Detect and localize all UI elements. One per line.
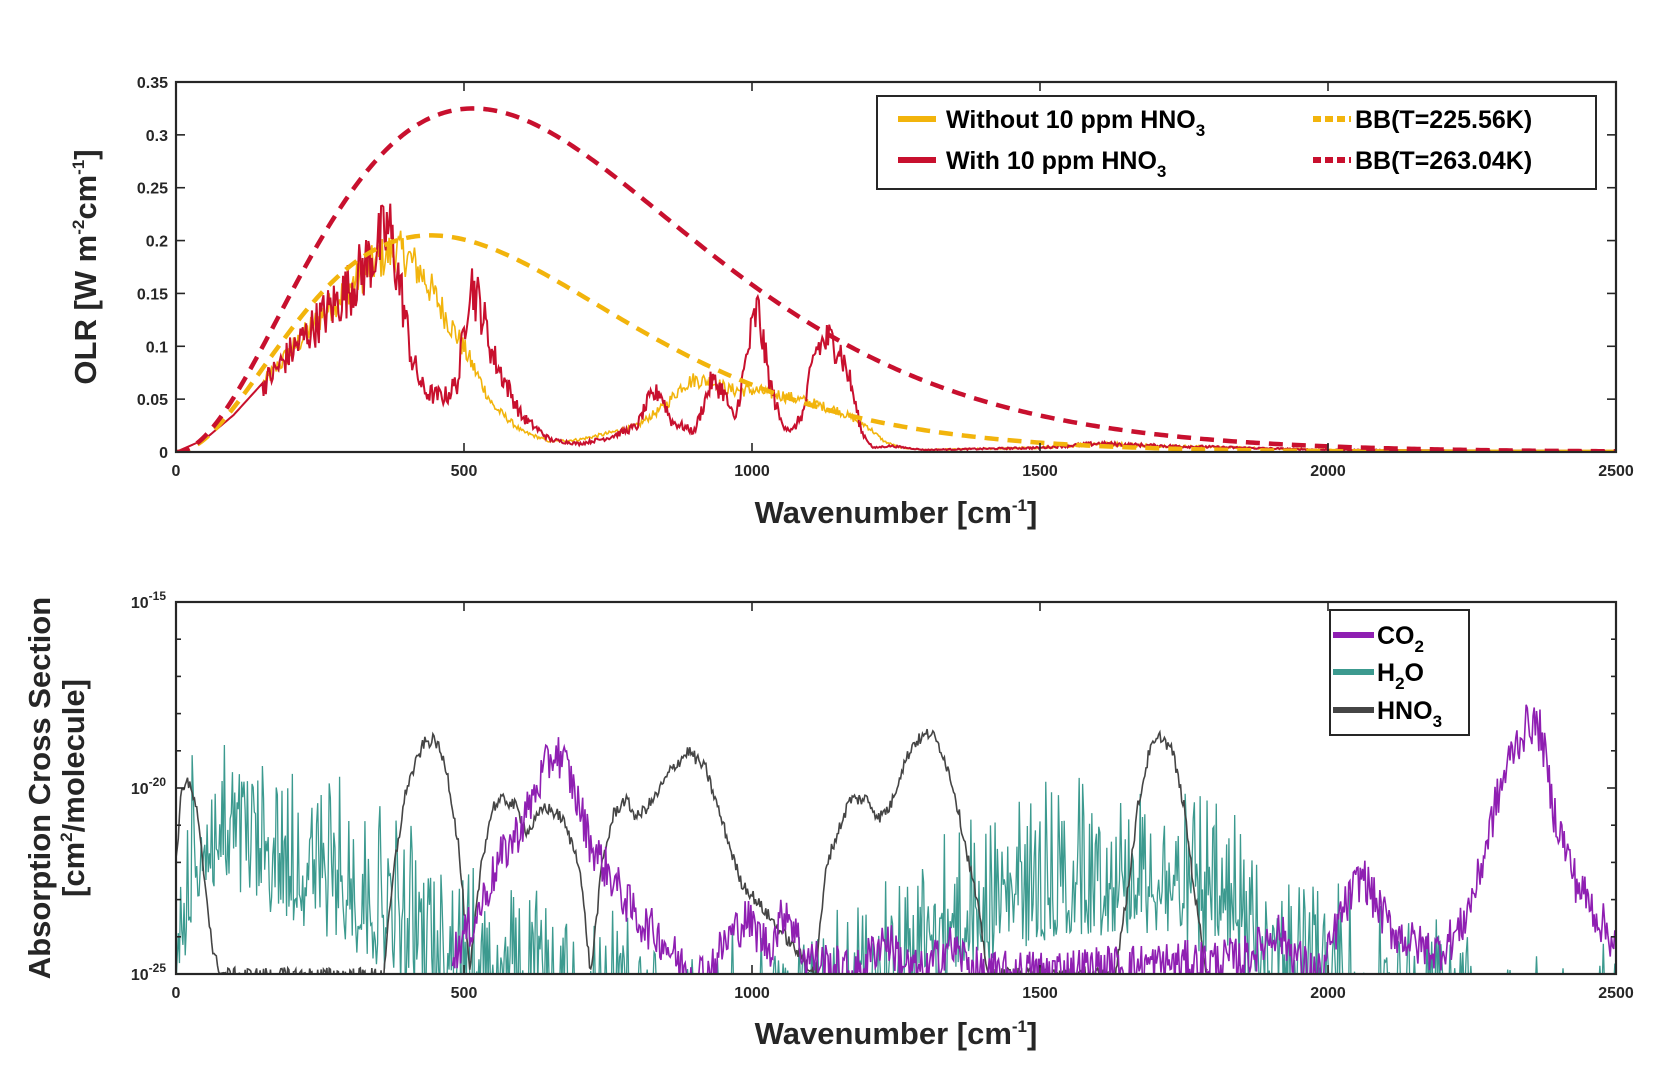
- legend-label-h2o: H2O: [1377, 659, 1424, 693]
- legend-label-co2: CO2: [1377, 622, 1424, 656]
- cs-y-tick-label: 10-25: [131, 961, 166, 984]
- cs-x-tick-label: 2000: [1310, 985, 1346, 1002]
- series-line-bb-225: [176, 233, 1616, 452]
- olr-legend-box: [876, 95, 1597, 190]
- olr-axes-box: [174, 80, 1618, 454]
- cross-section-panel: 0 500 1000 1500 2000 2500 10-25 10-20 10-15 Abso…: [22, 589, 1634, 1051]
- cs-x-tick-label: 1500: [1022, 985, 1058, 1002]
- series-line-without-hno3: [176, 230, 1616, 452]
- legend-label-without-hno3: Without 10 ppm HNO3: [946, 106, 1205, 140]
- olr-x-tick-label: 500: [451, 463, 478, 480]
- cross-section-x-axis-title: Wavenumber [cm-1]: [755, 1016, 1038, 1051]
- olr-y-tick-label: 0.1: [146, 339, 168, 356]
- olr-x-tick-label: 2000: [1310, 463, 1346, 480]
- olr-x-tick-label: 2500: [1598, 463, 1634, 480]
- olr-y-tick-label: 0.05: [137, 392, 168, 409]
- olr-y-tick-label: 0: [159, 445, 168, 462]
- olr-y-tick-label: 0.15: [137, 286, 168, 303]
- olr-y-tick-label: 0.2: [146, 234, 168, 251]
- olr-panel: 0 500 1000 1500 2000 2500 0 0.05 0.1 0.15 0.2 0.25 0…: [68, 75, 1634, 530]
- legend-label-bb-263: BB(T=263.04K): [1355, 147, 1532, 175]
- olr-y-tick-label: 0.35: [137, 75, 168, 92]
- olr-y-tick-label: 0.25: [137, 181, 168, 198]
- cs-y-tick-label: 10-20: [131, 775, 166, 798]
- cs-x-tick-label: 500: [451, 985, 478, 1002]
- olr-x-tick-label: 0: [172, 463, 181, 480]
- legend-label-bb-225: BB(T=225.56K): [1355, 106, 1532, 134]
- series-line-h2o: [176, 745, 1616, 974]
- cs-x-tick-label: 1000: [734, 985, 770, 1002]
- olr-x-tick-label: 1500: [1022, 463, 1058, 480]
- legend-label-hno3: HNO3: [1377, 697, 1442, 731]
- olr-x-tick-label: 1000: [734, 463, 770, 480]
- series-line-bb-263: [176, 106, 1616, 452]
- series-line-co2: [451, 704, 1616, 974]
- olr-legend: Without 10 ppm HNO3 With 10 ppm HNO3 BB(…: [876, 95, 1597, 190]
- cs-x-tick-label: 0: [172, 985, 181, 1002]
- series-line-hno3: [176, 728, 1208, 974]
- cs-x-tick-label: 2500: [1598, 985, 1634, 1002]
- olr-x-axis-title: Wavenumber [cm-1]: [755, 495, 1038, 530]
- cross-section-y-axis-title-line1: Absorption Cross Section: [22, 597, 57, 979]
- olr-y-tick-label: 0.3: [146, 128, 168, 145]
- cross-section-y-axis-title-line2: [cm2/molecule]: [56, 679, 91, 897]
- cs-y-tick-label: 10-15: [131, 589, 166, 612]
- olr-y-axis-title: OLR [W m-2cm-1]: [68, 149, 103, 384]
- legend-label-with-hno3: With 10 ppm HNO3: [946, 147, 1166, 181]
- cross-section-legend: CO2 H2O HNO3: [1329, 609, 1470, 736]
